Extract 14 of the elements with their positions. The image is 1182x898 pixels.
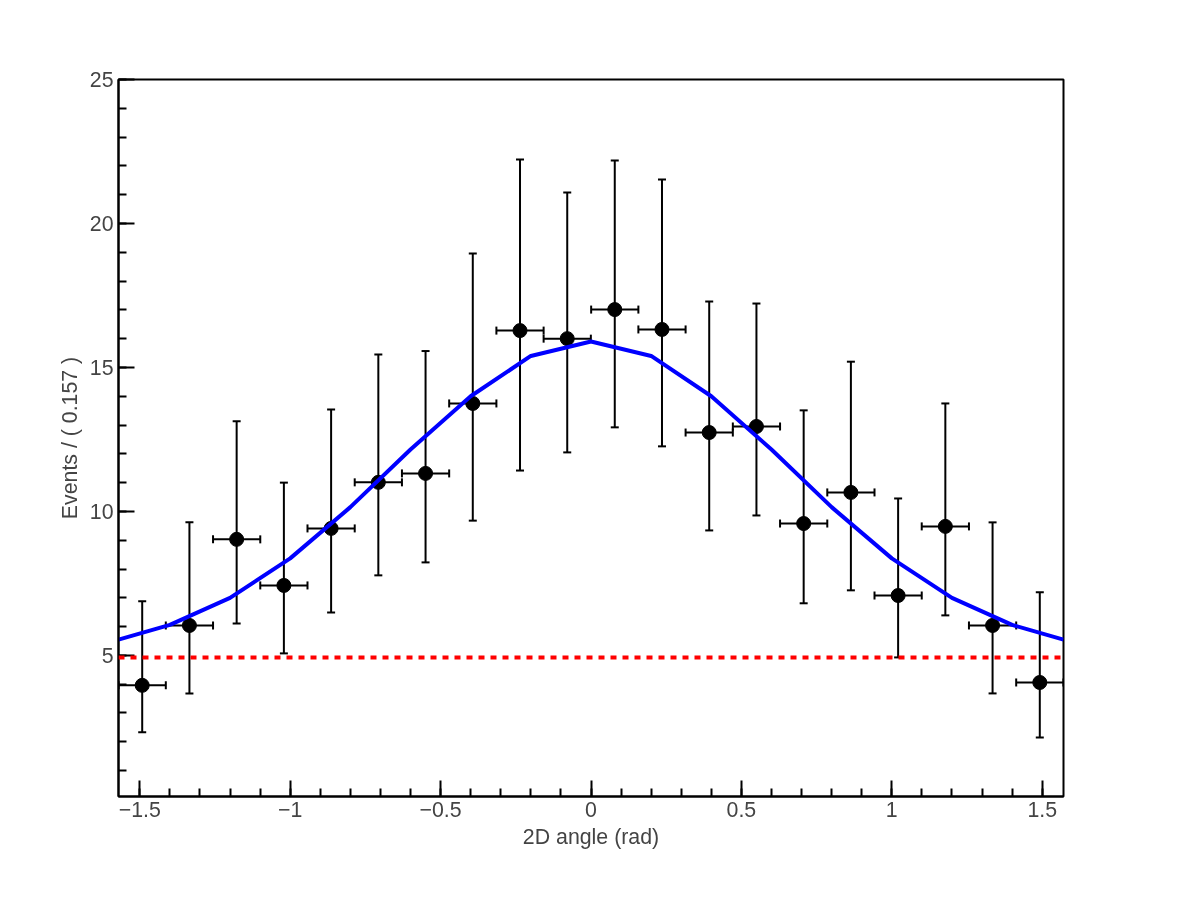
y-tick-label: 10	[89, 499, 114, 524]
x-tick-label: 0	[585, 797, 598, 822]
x-tick-label: −0.5	[419, 797, 462, 822]
x-tick-label: 0.5	[726, 797, 757, 822]
x-tick-label: −1	[278, 797, 303, 822]
y-tick-label: 15	[89, 355, 114, 380]
y-tick-label: 20	[89, 211, 114, 236]
y-tick-label: 5	[101, 643, 114, 668]
x-tick-label: 1	[885, 797, 898, 822]
x-axis-title: 2D angle (rad)	[522, 824, 660, 849]
y-tick-label: 25	[89, 68, 114, 92]
x-tick-label: −1.5	[118, 797, 161, 822]
y-axis-title: Events / ( 0.157 )	[57, 356, 82, 520]
x-tick-label: 1.5	[1027, 797, 1058, 822]
